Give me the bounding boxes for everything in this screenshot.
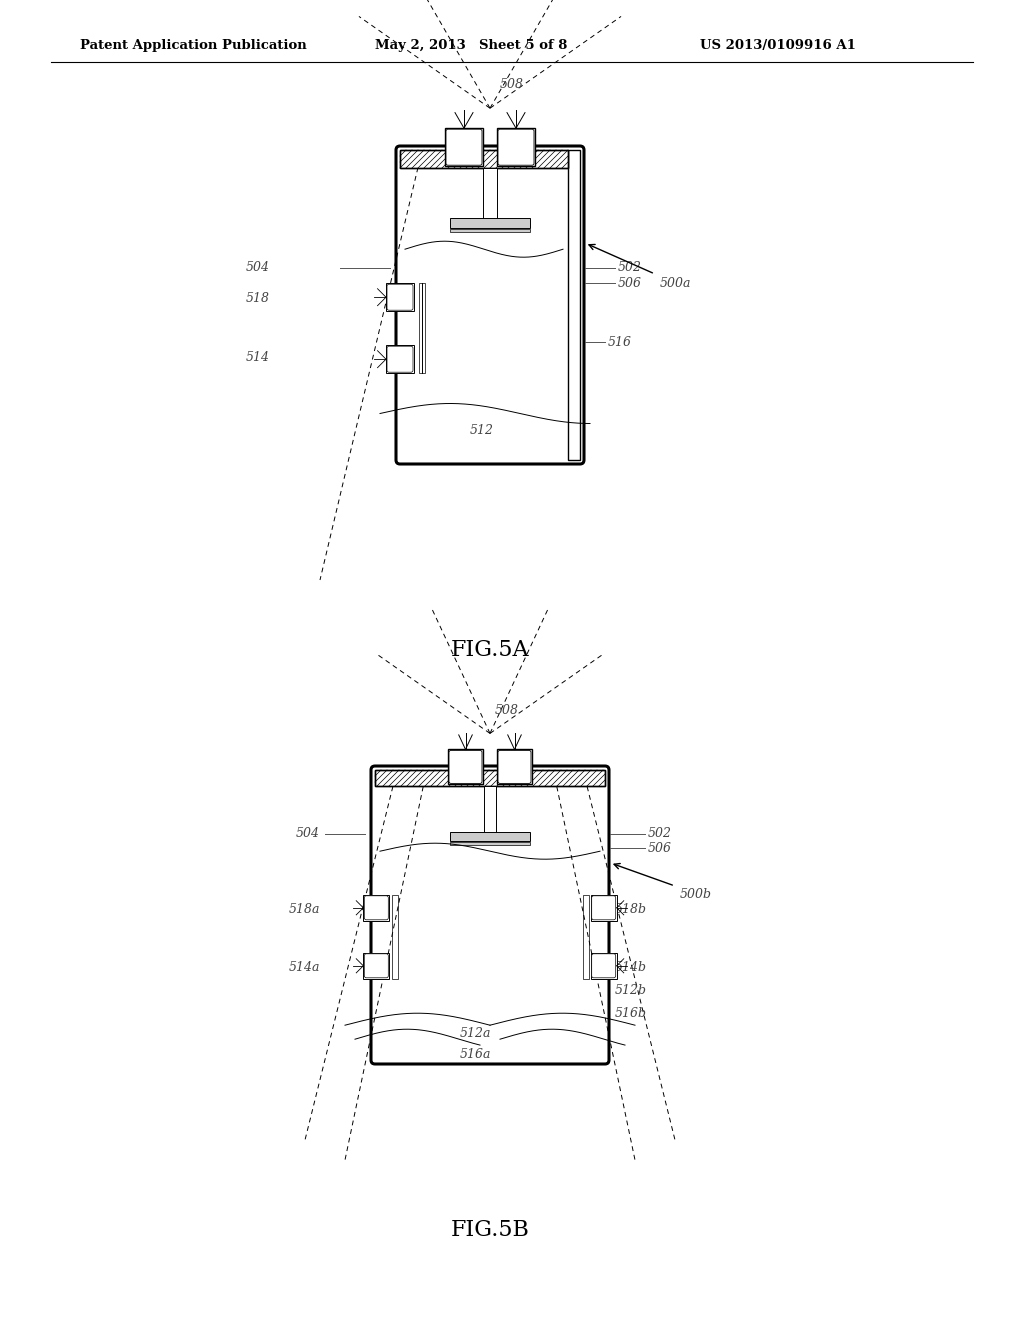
Text: 512a: 512a [460,1027,492,1040]
Bar [375,770,605,785]
FancyBboxPatch shape [365,954,388,978]
Bar [450,218,530,228]
Bar [375,770,605,785]
Text: May 2, 2013 Sheet 5 of 8: May 2, 2013 Sheet 5 of 8 [375,38,567,51]
Text: 508: 508 [500,78,524,91]
Bar [583,895,589,979]
Bar [484,785,496,836]
Text: 516b: 516b [615,1007,647,1020]
Bar [386,284,414,312]
Text: FIG.5A: FIG.5A [451,639,529,661]
Text: 504: 504 [246,261,270,275]
FancyBboxPatch shape [498,129,534,165]
Text: 504: 504 [296,828,319,841]
Text: 508: 508 [495,704,519,717]
Bar [568,150,580,459]
Bar [449,750,483,784]
FancyBboxPatch shape [592,954,615,978]
Bar [364,895,389,921]
Text: FIG.5B: FIG.5B [451,1218,529,1241]
Text: 502: 502 [618,261,642,275]
Bar [445,128,483,166]
Bar [400,150,568,168]
Text: 514: 514 [246,351,270,364]
Bar [400,150,568,168]
FancyBboxPatch shape [387,284,413,310]
Text: Patent Application Publication: Patent Application Publication [80,38,307,51]
Bar [591,953,616,979]
Text: 518a: 518a [289,903,319,916]
Text: 500a: 500a [660,277,691,290]
Bar [483,168,497,223]
Bar [391,895,397,979]
FancyBboxPatch shape [387,346,413,372]
Bar [386,346,414,374]
FancyBboxPatch shape [365,896,388,920]
FancyBboxPatch shape [449,750,482,783]
Text: 518b: 518b [615,903,647,916]
Text: 506: 506 [618,277,642,290]
Bar [450,832,530,841]
Text: US 2013/0109916 A1: US 2013/0109916 A1 [700,38,856,51]
Text: 512: 512 [470,424,494,437]
Text: 514a: 514a [289,961,319,974]
Bar [497,750,532,784]
Text: 500b: 500b [680,888,712,902]
Bar [591,895,616,921]
Bar [364,953,389,979]
Text: 512b: 512b [615,983,647,997]
Bar [450,228,530,232]
FancyBboxPatch shape [498,750,531,783]
Text: 516a: 516a [460,1048,492,1061]
Text: 502: 502 [648,828,672,841]
Text: 518: 518 [246,292,270,305]
Bar [497,128,535,166]
Text: 516: 516 [608,335,632,348]
Bar [450,842,530,845]
FancyBboxPatch shape [592,896,615,920]
FancyBboxPatch shape [446,129,482,165]
Text: 514b: 514b [615,961,647,974]
Bar [420,284,425,374]
Text: 506: 506 [648,842,672,855]
